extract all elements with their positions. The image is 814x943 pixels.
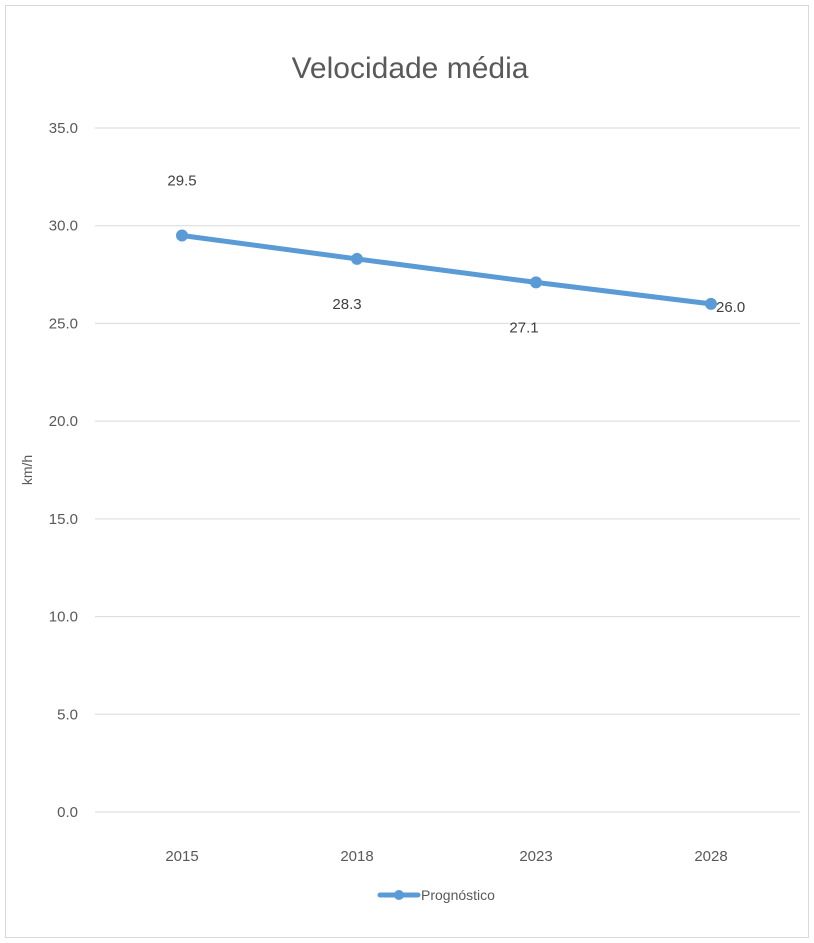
data-point bbox=[351, 252, 363, 265]
y-axis-ticks: 0.0 5.0 10.0 15.0 20.0 25.0 30.0 35.0 bbox=[49, 120, 78, 821]
gridlines bbox=[95, 127, 800, 813]
x-axis-ticks: 2015 2018 2023 2028 bbox=[165, 848, 727, 865]
data-point bbox=[705, 297, 717, 310]
data-point bbox=[530, 276, 542, 289]
y-tick-label: 10.0 bbox=[49, 609, 78, 626]
data-label: 27.1 bbox=[509, 319, 538, 336]
y-tick-label: 0.0 bbox=[57, 804, 78, 821]
x-tick-label: 2028 bbox=[694, 848, 727, 865]
data-label: 26.0 bbox=[716, 299, 745, 316]
x-tick-label: 2018 bbox=[340, 848, 373, 865]
data-labels: 29.5 28.3 27.1 26.0 bbox=[167, 172, 745, 336]
x-tick-label: 2023 bbox=[519, 848, 552, 865]
series-group bbox=[176, 229, 717, 310]
y-tick-label: 15.0 bbox=[49, 511, 78, 528]
chart-frame bbox=[5, 5, 809, 938]
chart-title: Velocidade média bbox=[292, 52, 529, 85]
data-label: 29.5 bbox=[167, 172, 196, 189]
legend: Prognóstico bbox=[377, 887, 495, 903]
y-tick-label: 5.0 bbox=[57, 706, 78, 723]
data-label: 28.3 bbox=[332, 296, 361, 313]
series-line bbox=[179, 232, 714, 307]
x-tick-label: 2015 bbox=[165, 848, 198, 865]
legend-marker bbox=[394, 890, 404, 900]
data-point bbox=[176, 229, 188, 242]
y-axis-label: km/h bbox=[19, 455, 35, 485]
legend-label: Prognóstico bbox=[421, 887, 495, 903]
y-tick-label: 25.0 bbox=[49, 315, 78, 332]
y-tick-label: 30.0 bbox=[49, 218, 78, 235]
y-tick-label: 35.0 bbox=[49, 120, 78, 137]
y-tick-label: 20.0 bbox=[49, 413, 78, 430]
